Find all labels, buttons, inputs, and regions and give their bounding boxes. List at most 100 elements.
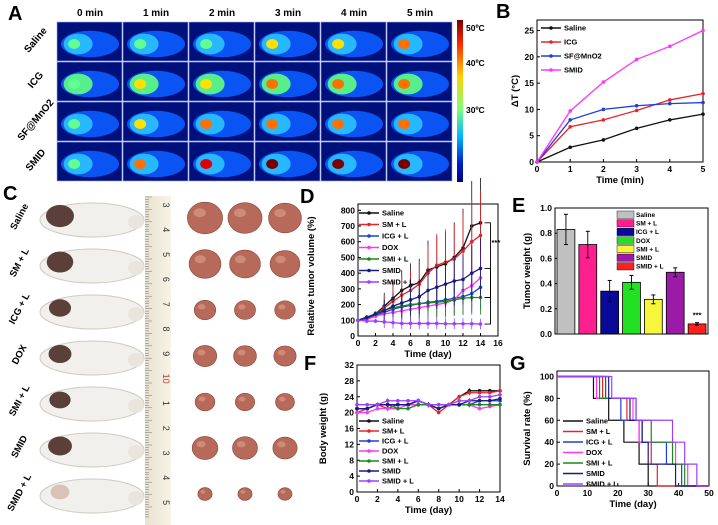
bar xyxy=(622,281,641,335)
legend-entry: SM + L xyxy=(616,219,657,228)
data-point xyxy=(382,320,387,324)
data-point xyxy=(436,406,441,411)
legend-marker xyxy=(367,459,371,463)
data-point xyxy=(701,28,705,33)
chart-G: 0 20 40 60 80 100 0 10 20 30 40 50 Time (day) Surviva… xyxy=(522,370,714,510)
x-tick-label: 6 xyxy=(416,494,421,504)
legend-marker xyxy=(549,54,553,58)
data-point xyxy=(396,406,400,411)
data-point xyxy=(469,239,474,244)
tumor-hotspot xyxy=(398,39,411,49)
legend-entry: SMID + L xyxy=(616,262,664,271)
tumor-highlight xyxy=(275,255,286,264)
mouse-photo xyxy=(39,202,145,238)
data-point xyxy=(443,321,448,326)
ruler-digit: 10 xyxy=(161,374,171,384)
tumor-highlight xyxy=(193,208,206,218)
data-point xyxy=(668,118,672,122)
data-point xyxy=(477,398,482,403)
data-point xyxy=(385,406,390,411)
y-tick-label: 0 xyxy=(529,157,534,167)
data-point xyxy=(365,410,370,415)
y-tick-label: 8 xyxy=(349,455,354,465)
data-point xyxy=(406,406,410,411)
excised-tumor xyxy=(273,345,297,367)
legend-entry: SMI + L xyxy=(563,459,613,468)
data-point xyxy=(634,126,639,131)
x-tick-label: 2 xyxy=(373,338,378,348)
group-row-label: SF@MnO2 xyxy=(16,97,57,143)
data-point xyxy=(487,394,492,399)
legend-entry: ICG + L xyxy=(359,232,409,241)
data-point xyxy=(568,145,572,150)
legend-label: SMID + L xyxy=(586,480,618,489)
group-row-label: SMID xyxy=(24,147,48,173)
data-point xyxy=(434,285,439,290)
colorbar-label-50: 50ºC xyxy=(466,23,485,33)
legend-marker xyxy=(549,40,553,44)
data-point xyxy=(467,402,472,407)
data-point xyxy=(568,118,572,122)
time-column-label: 2 min xyxy=(209,8,235,19)
data-point xyxy=(391,304,395,308)
group-row-label: SM + L xyxy=(8,246,32,279)
ruler-digit: 5 xyxy=(161,500,171,505)
legend-marker xyxy=(367,222,371,227)
panel-letter-a: A xyxy=(8,3,22,25)
legend-label: Saline xyxy=(382,209,404,218)
legend-label: ICG + L xyxy=(586,438,613,447)
data-point xyxy=(396,402,400,407)
time-column-label: 0 min xyxy=(77,8,103,19)
group-row-label: SMID xyxy=(9,434,30,460)
legend-label: SMID + L xyxy=(382,278,414,287)
tumor-hotspot xyxy=(332,119,345,129)
legend-label: SMI + L xyxy=(586,459,613,468)
y-tick-label: 4 xyxy=(349,471,354,481)
tumor-highlight xyxy=(280,490,286,494)
legend-label: SM+ L xyxy=(382,427,405,436)
legend-label: SMID xyxy=(564,66,583,75)
tumor-highlight xyxy=(277,349,286,356)
data-point xyxy=(355,402,359,407)
panel-letter-f: F xyxy=(304,353,316,375)
tumor-on-mouse xyxy=(49,391,71,409)
x-tick-label: 30 xyxy=(643,488,653,498)
thermal-image xyxy=(254,101,321,142)
ruler-digit: 3 xyxy=(161,450,171,455)
thermal-image xyxy=(56,21,123,62)
tumor-hotspot xyxy=(200,79,213,89)
legend-marker xyxy=(367,469,371,473)
data-point xyxy=(461,249,465,253)
panel-letter-e: E xyxy=(512,195,525,217)
tumor-highlight xyxy=(278,304,286,310)
data-point xyxy=(365,406,370,411)
tumor-highlight xyxy=(198,396,206,402)
chart-B: 0 5 10 15 20 25 0 1 2 3 4 5 Time (min) ΔT (°C) Saline I… xyxy=(510,19,706,186)
tumor-hotspot xyxy=(200,159,213,169)
data-point xyxy=(634,57,639,62)
data-point xyxy=(385,398,390,403)
tumor-hotspot xyxy=(200,119,213,129)
thermal-image xyxy=(122,21,189,62)
data-point xyxy=(436,402,441,407)
data-point xyxy=(461,277,465,282)
legend-swatch xyxy=(616,262,635,271)
y-axis-title: Survival rate (%) xyxy=(522,391,533,465)
significance-label: *** xyxy=(492,238,501,247)
panel-letter-g: G xyxy=(510,353,526,375)
data-point xyxy=(477,406,482,411)
ruler-digit: 4 xyxy=(161,475,171,480)
x-tick-label: 2 xyxy=(375,494,380,504)
thermal-image xyxy=(254,21,321,62)
data-point xyxy=(426,402,431,407)
x-tick-label: 0 xyxy=(535,164,540,174)
ruler-digit: 6 xyxy=(161,277,171,282)
legend-entry: SM + L xyxy=(359,220,407,229)
data-point xyxy=(417,321,422,326)
series-line xyxy=(536,101,704,163)
legend-entry: DOX xyxy=(359,243,398,252)
excised-tumor xyxy=(277,487,293,501)
thermal-image xyxy=(122,141,189,182)
mouse-head xyxy=(128,261,144,275)
